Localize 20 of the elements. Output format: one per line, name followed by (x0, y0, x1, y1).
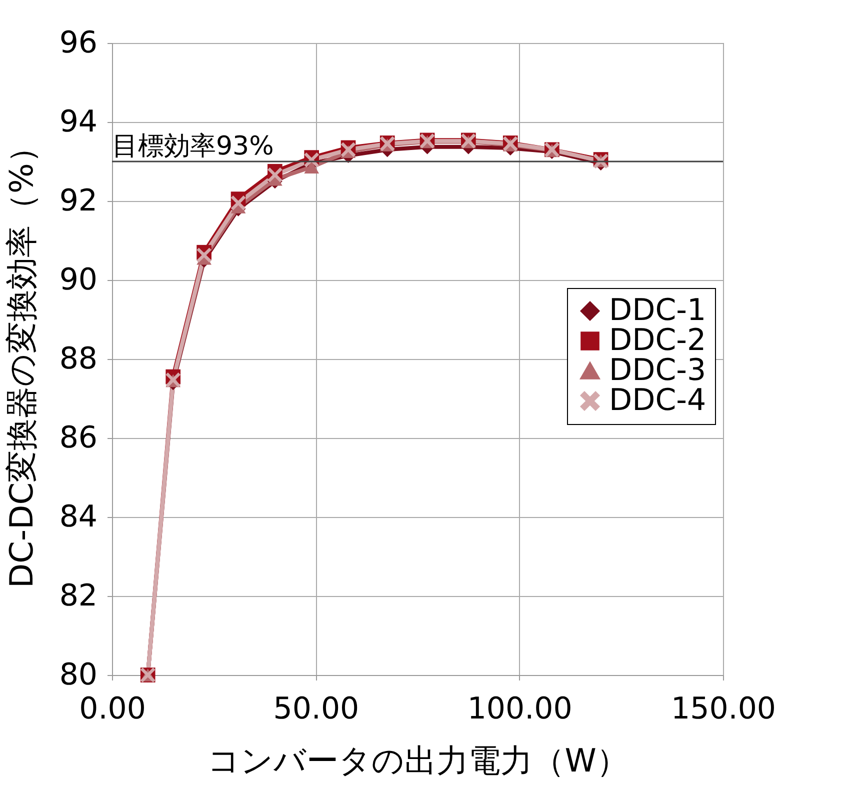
y-tick-label: 82 (59, 578, 98, 614)
y-tick-label: 84 (59, 500, 98, 534)
x-axis-title: コンバータの出力電力（W） (208, 742, 628, 780)
x-tick-label: 150.00 (671, 692, 776, 726)
point (196, 248, 212, 263)
point (304, 160, 320, 174)
y-tick-label: 86 (59, 420, 98, 456)
y-tick-label: 88 (59, 342, 98, 376)
point (230, 196, 246, 210)
point (268, 168, 282, 182)
y-tick-label: 96 (59, 26, 98, 60)
y-tick-label: 80 (59, 658, 98, 692)
x-tick-label: 0.00 (79, 692, 146, 726)
y-tick-label: 92 (59, 184, 98, 218)
x-tick-label: 100.00 (467, 692, 572, 726)
y-axis-title: DC-DC変換器の変換効率（%） (2, 131, 40, 588)
y-tick-label: 90 (59, 262, 98, 298)
ref-line-label: 目標効率93% (112, 132, 274, 162)
y-tick-label: 94 (59, 104, 98, 140)
x-tick-label: 50.00 (273, 692, 360, 726)
